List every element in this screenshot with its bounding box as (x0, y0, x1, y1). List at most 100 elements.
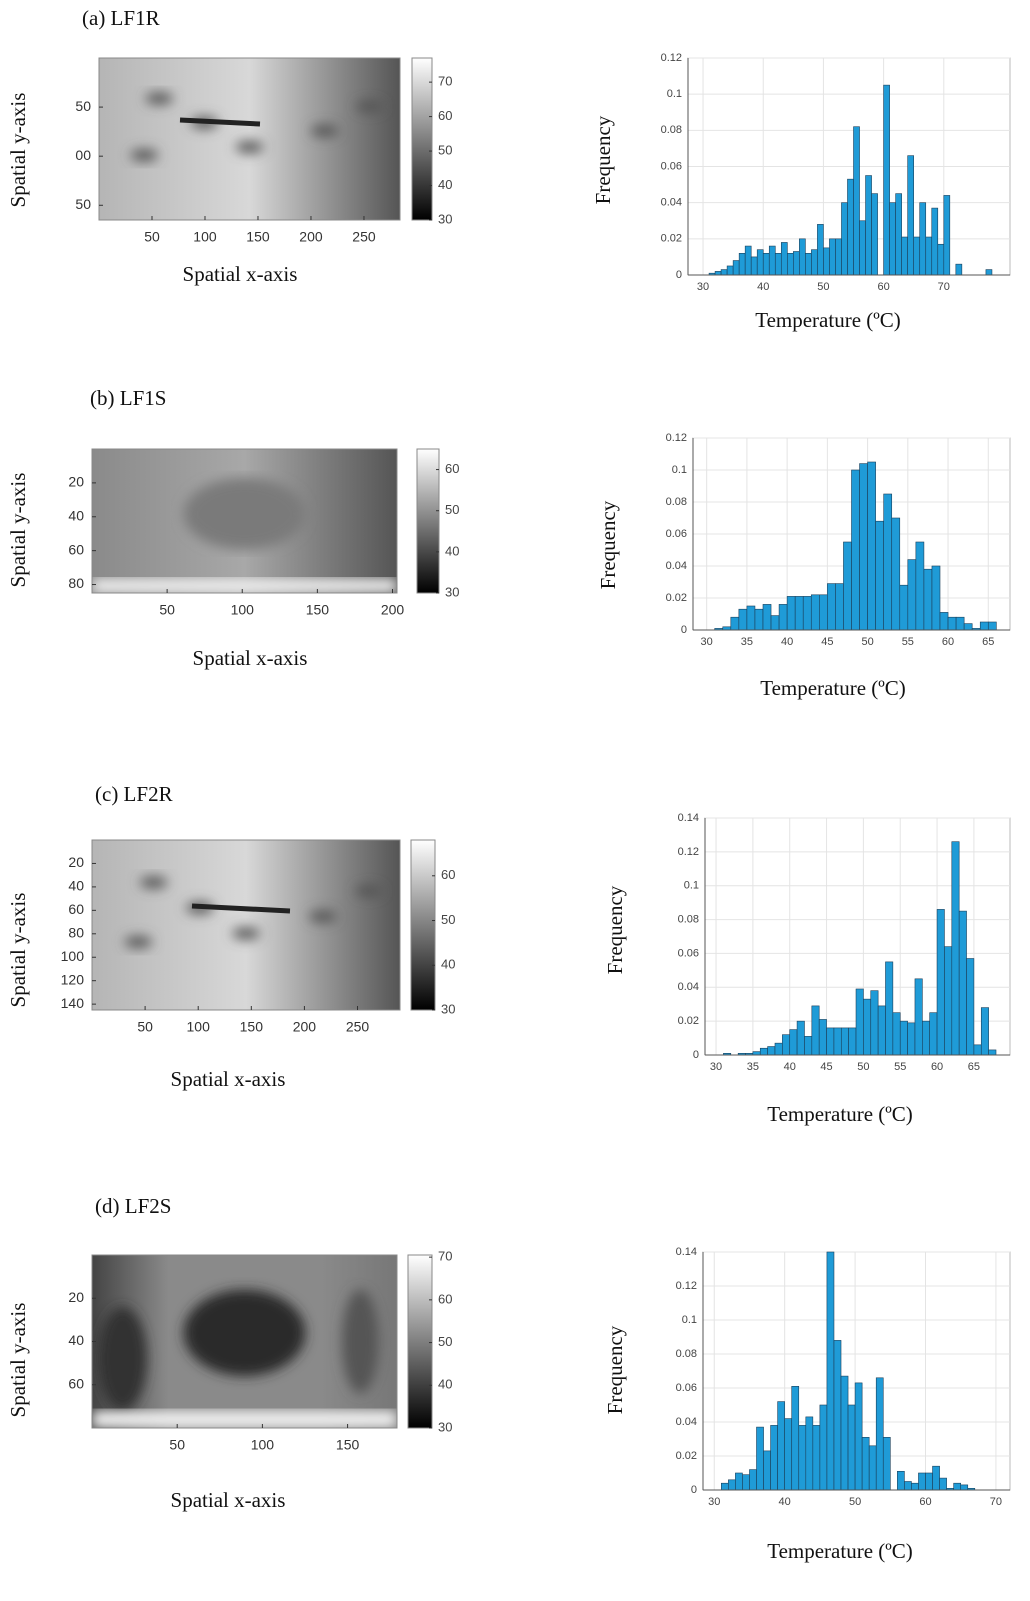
bar (847, 178, 854, 276)
bar (854, 1382, 863, 1491)
y-tick-label: 0.08 (676, 1348, 697, 1360)
bar (810, 594, 820, 631)
colorbar-tick-label: 40 (438, 1377, 452, 1392)
bar (811, 1005, 820, 1056)
bar (939, 612, 949, 631)
y-tick-label: 0.12 (678, 846, 699, 858)
bar (756, 1426, 764, 1491)
bar (859, 463, 868, 631)
thermal-image (92, 1255, 397, 1428)
y-tick-label: 0 (693, 1049, 699, 1061)
x-tick-label: 45 (821, 636, 833, 648)
x-tick-label: 150 (246, 229, 270, 245)
bar (826, 1251, 835, 1491)
bar (742, 1474, 750, 1491)
bar (883, 84, 890, 276)
y-tick-label: 0 (676, 269, 682, 281)
colorbar-tick-label: 40 (438, 177, 452, 192)
bar (895, 193, 902, 276)
panel-title: (b) LF1S (90, 386, 166, 410)
y-axis-label: Spatial y-axis (6, 1303, 30, 1418)
thermal-image (92, 449, 397, 593)
bar (835, 583, 844, 631)
bar (919, 202, 927, 276)
bar (819, 1404, 828, 1491)
bar (865, 175, 872, 276)
x-tick-label: 60 (931, 1061, 943, 1073)
bar (777, 1401, 785, 1491)
bar (883, 493, 893, 631)
colorbar-tick-label: 70 (438, 1249, 452, 1264)
image-features (98, 1289, 379, 1411)
colorbar (411, 57, 433, 221)
bar (805, 1416, 814, 1491)
y-tick-label: 0.1 (682, 1314, 697, 1326)
y-tick-label: 20 (68, 854, 84, 870)
colorbar-tick-label: 30 (438, 1419, 452, 1434)
bar (944, 946, 953, 1056)
bar (759, 1047, 768, 1056)
bar (918, 1472, 926, 1491)
y-tick-label: 40 (68, 1332, 84, 1348)
y-axis-label: Spatial y-axis (6, 93, 30, 208)
bar (907, 155, 915, 276)
bar (914, 978, 923, 1056)
x-tick-label: 40 (779, 1496, 791, 1508)
bar (861, 1437, 870, 1491)
bar (988, 1049, 997, 1056)
bar (738, 608, 748, 631)
y-tick-label: 60 (68, 541, 84, 557)
image-frame (91, 839, 401, 1011)
x-tick-label: 50 (857, 1061, 869, 1073)
y-axis-label: Frequency (603, 885, 627, 974)
cool-spot (145, 92, 174, 105)
x-tick-label: 30 (708, 1496, 720, 1508)
colorbar (410, 839, 436, 1011)
panel-title: (c) LF2R (95, 782, 173, 806)
y-tick-label: 0.08 (661, 124, 682, 136)
bar (784, 1418, 793, 1491)
bar (829, 238, 836, 276)
x-axis-label: Spatial x-axis (171, 1488, 286, 1512)
bar (833, 1027, 842, 1056)
bar (794, 596, 804, 631)
cool-spot (355, 885, 384, 897)
bar (750, 256, 758, 276)
bar (805, 253, 812, 276)
bar (817, 224, 824, 276)
bar (812, 1425, 821, 1491)
x-tick-label: 50 (159, 602, 175, 618)
bar (907, 559, 917, 631)
bar (871, 193, 878, 276)
bar (980, 1007, 989, 1056)
colorbar-tick-label: 50 (445, 502, 459, 517)
bar (793, 251, 800, 276)
bar (786, 596, 796, 631)
bar (913, 236, 921, 276)
bar (966, 958, 975, 1056)
bar (907, 1022, 916, 1056)
y-tick-label: 0.08 (678, 913, 699, 925)
x-tick-label: 45 (820, 1061, 832, 1073)
x-tick-label: 55 (902, 636, 914, 648)
y-tick-label: 0.04 (678, 981, 699, 993)
x-tick-label: 200 (299, 229, 323, 245)
bar (923, 568, 933, 631)
bar (899, 1020, 908, 1056)
x-tick-label: 50 (144, 229, 160, 245)
colorbar-tick-label: 60 (445, 461, 459, 476)
x-tick-label: 100 (193, 229, 217, 245)
bar (951, 841, 960, 1056)
image-background (92, 840, 400, 1010)
x-axis-label: Temperature (ºC) (760, 676, 906, 700)
bar (958, 910, 967, 1056)
bar (823, 247, 830, 276)
colorbar-tick-label: 50 (438, 1334, 452, 1349)
panel-title: (a) LF1R (82, 6, 160, 30)
bar (796, 1020, 805, 1056)
bar (728, 1479, 736, 1491)
y-tick-label: 20 (68, 474, 84, 490)
y-tick-label: 0.06 (666, 528, 687, 540)
bar (931, 207, 939, 276)
bar (867, 461, 876, 631)
